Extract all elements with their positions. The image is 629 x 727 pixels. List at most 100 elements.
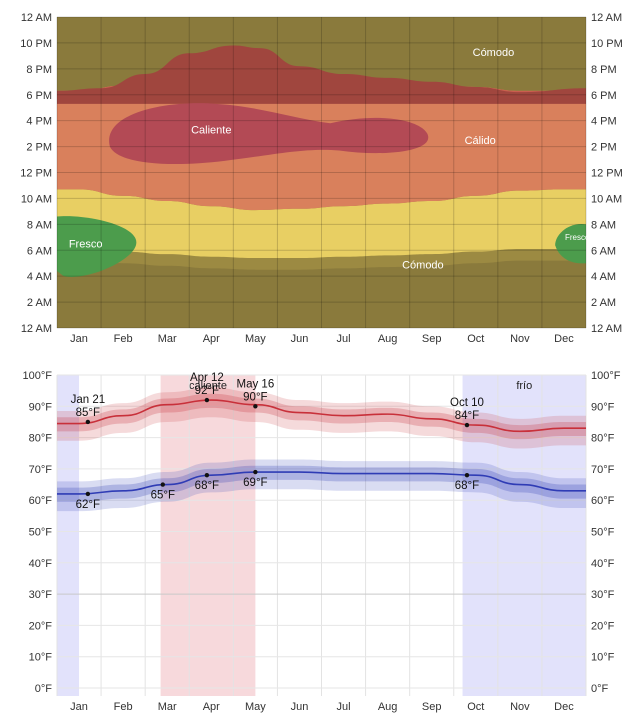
annotation-point	[253, 404, 258, 409]
heatmap-x-tick: Jun	[291, 333, 309, 345]
temp-x-tick: Jan	[70, 701, 88, 713]
heatmap-band-label: Cómodo	[473, 47, 515, 59]
heatmap-x-tick: Apr	[203, 333, 220, 345]
annotation-value: 69°F	[243, 477, 267, 489]
temp-y-tick-right: 50°F	[591, 527, 615, 539]
annotation-point	[204, 472, 210, 478]
temp-y-tick-left: 40°F	[29, 558, 53, 570]
heatmap-y-tick-left: 10 PM	[20, 38, 52, 50]
heatmap-y-tick-left: 10 AM	[21, 193, 52, 205]
heatmap-y-tick-left: 12 AM	[21, 323, 52, 335]
heatmap-band-label: Fresco	[69, 239, 103, 251]
temp-y-tick-left: 70°F	[29, 464, 53, 476]
heatmap-evening-hot-band	[57, 45, 586, 104]
hot-season-label: caliente	[189, 380, 227, 392]
annotation-point	[85, 491, 91, 497]
annotation-date: Oct 10	[450, 397, 484, 409]
temp-y-tick-left: 30°F	[29, 589, 53, 601]
temp-x-tick: Nov	[510, 701, 530, 713]
temp-y-tick-right: 20°F	[591, 620, 615, 632]
heatmap-y-tick-right: 8 AM	[591, 219, 616, 231]
heatmap-band-label: Cómodo	[402, 259, 444, 271]
cold-season-shade-jan	[57, 375, 80, 696]
heatmap-band-label: Cálido	[465, 135, 496, 147]
temp-y-tick-right: 0°F	[591, 683, 609, 695]
heatmap-y-tick-right: 2 AM	[591, 297, 616, 309]
temp-y-tick-right: 70°F	[591, 464, 615, 476]
heatmap-cool-blob-dec	[555, 223, 586, 264]
temp-y-tick-right: 80°F	[591, 433, 615, 445]
temp-y-tick-left: 20°F	[29, 620, 53, 632]
heatmap-x-tick: Aug	[378, 333, 398, 345]
heatmap-y-tick-left: 8 PM	[26, 64, 52, 76]
heatmap-x-tick: Feb	[114, 333, 133, 345]
heatmap-x-tick: Oct	[467, 333, 484, 345]
temp-x-tick: Jun	[291, 701, 309, 713]
heatmap-y-tick-right: 8 PM	[591, 64, 617, 76]
heatmap-x-tick: Sep	[422, 333, 442, 345]
heatmap-y-tick-right: 4 AM	[591, 271, 616, 283]
heatmap-y-tick-right: 10 PM	[591, 38, 623, 50]
annotation-value: 65°F	[151, 490, 175, 502]
temp-x-tick: Apr	[203, 701, 220, 713]
temp-y-tick-left: 80°F	[29, 433, 53, 445]
high-temp-inner-band	[57, 393, 586, 440]
heatmap-x-tick: May	[245, 333, 266, 345]
temp-y-tick-right: 100°F	[591, 370, 621, 382]
heatmap-y-tick-left: 4 AM	[27, 271, 52, 283]
heatmap-y-tick-right: 4 PM	[591, 116, 617, 128]
heatmap-band-label: Fresco	[565, 233, 590, 242]
temp-y-tick-right: 90°F	[591, 401, 615, 413]
annotation-value: 62°F	[76, 499, 100, 511]
heatmap-y-tick-right: 12 AM	[591, 323, 622, 335]
temperature-chart: caliente frío 0°F 0°F 10°F 10°F 20°F 20°F 30°F 30…	[23, 370, 621, 713]
annotation-date: Jan 21	[71, 394, 106, 406]
hot-season-shade	[160, 375, 256, 696]
heatmap-x-tick: Jul	[337, 333, 351, 345]
temp-x-tick: Dec	[554, 701, 574, 713]
annotation-point	[253, 469, 258, 475]
annotation-point	[85, 419, 91, 425]
heatmap-y-tick-left: 8 AM	[27, 219, 52, 231]
heatmap-y-tick-right: 10 AM	[591, 193, 622, 205]
heatmap-y-tick-left: 4 PM	[26, 116, 52, 128]
high-temp-line	[57, 399, 586, 433]
cold-season-label: frío	[516, 380, 532, 392]
heatmap-y-tick-right: 6 PM	[591, 90, 617, 102]
temp-y-tick-left: 60°F	[29, 495, 53, 507]
heatmap-y-tick-right: 12 AM	[591, 12, 622, 24]
heatmap-y-tick-left: 12 PM	[20, 168, 52, 180]
annotation-value: 85°F	[76, 407, 100, 419]
heatmap-y-tick-right: 2 PM	[591, 142, 617, 154]
heatmap-x-tick: Jan	[70, 333, 88, 345]
temp-x-tick: Sep	[422, 701, 442, 713]
annotation-point	[204, 397, 210, 403]
heatmap-y-tick-left: 12 AM	[21, 12, 52, 24]
annotation-point	[464, 422, 470, 428]
temp-y-tick-left: 50°F	[29, 527, 53, 539]
temp-x-tick: Feb	[114, 701, 133, 713]
heatmap-y-tick-left: 2 AM	[27, 297, 52, 309]
temp-y-tick-left: 0°F	[35, 683, 53, 695]
annotation-value: 68°F	[455, 480, 479, 492]
low-temp-outer-band	[57, 459, 586, 512]
temp-y-tick-right: 60°F	[591, 495, 615, 507]
comfort-heatmap: 12 AM 12 AM 2 AM 2 AM 4 AM 4 AM 6 AM 6 AM 8 AM 8 …	[20, 12, 623, 345]
temp-x-tick: Mar	[158, 701, 177, 713]
temp-y-tick-left: 10°F	[29, 652, 53, 664]
annotation-point	[464, 472, 470, 478]
temp-y-tick-left: 90°F	[29, 401, 53, 413]
low-temp-line	[57, 471, 586, 495]
temp-y-tick-right: 30°F	[591, 589, 615, 601]
annotation-value: 84°F	[455, 410, 479, 422]
annotation-value: 90°F	[243, 391, 267, 403]
heatmap-hot-blob	[109, 103, 429, 165]
temp-x-tick: May	[245, 701, 266, 713]
heatmap-y-tick-left: 6 PM	[26, 90, 52, 102]
temp-y-tick-left: 100°F	[23, 370, 53, 382]
annotation-value: 68°F	[195, 480, 219, 492]
heatmap-y-tick-left: 2 PM	[26, 142, 52, 154]
heatmap-x-tick: Mar	[158, 333, 177, 345]
annotation-point	[160, 482, 165, 487]
